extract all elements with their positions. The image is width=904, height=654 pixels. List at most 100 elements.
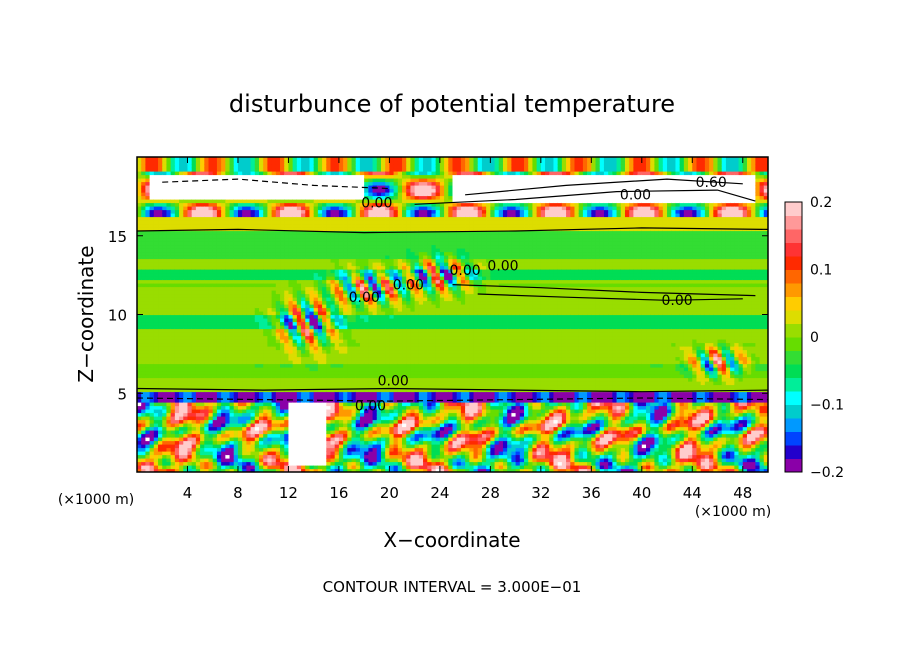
heatmap-cell [317, 185, 323, 190]
heatmap-cell [351, 164, 357, 169]
heatmap-cell [271, 349, 277, 354]
heatmap-cell [313, 321, 319, 326]
heatmap-cell [149, 461, 155, 466]
heatmap-cell [200, 451, 205, 456]
heatmap-cell [145, 167, 151, 172]
heatmap-cell [221, 405, 226, 410]
heatmap-cell [343, 458, 348, 463]
heatmap-cell [145, 283, 151, 288]
heatmap-cell [334, 384, 340, 389]
heatmap-cell [166, 318, 172, 323]
heatmap-cell [288, 265, 294, 270]
heatmap-cell [330, 433, 336, 438]
heatmap-cell [267, 402, 273, 407]
heatmap-cell [141, 241, 147, 246]
heatmap-cell [208, 398, 214, 403]
heatmap-cell [334, 272, 340, 277]
heatmap-cell [204, 384, 210, 389]
heatmap-cell [351, 335, 357, 340]
heatmap-cell [225, 437, 231, 442]
heatmap-cell [141, 437, 147, 442]
heatmap-cell [145, 458, 151, 463]
heatmap-cell [149, 286, 155, 291]
heatmap-cell [271, 213, 277, 218]
heatmap-cell [355, 223, 361, 228]
heatmap-cell [191, 384, 197, 389]
heatmap-cell [153, 444, 159, 449]
heatmap-cell [166, 157, 172, 162]
heatmap-cell [347, 335, 353, 340]
heatmap-cell [296, 342, 302, 347]
heatmap-cell [347, 220, 353, 225]
heatmap-cell [158, 465, 163, 470]
heatmap-cell [174, 423, 180, 428]
heatmap-cell [271, 174, 277, 179]
heatmap-cell [254, 202, 260, 207]
heatmap-cell [351, 465, 357, 470]
heatmap-cell [258, 220, 264, 225]
heatmap-cell [141, 353, 147, 358]
heatmap-cell [355, 258, 361, 263]
heatmap-cell [280, 430, 285, 435]
heatmap-cell [233, 283, 239, 288]
heatmap-cell [149, 381, 155, 386]
heatmap-cell [275, 328, 281, 333]
heatmap-cell [267, 465, 273, 470]
heatmap-cell [317, 164, 323, 169]
heatmap-cell [229, 458, 235, 463]
heatmap-cell [149, 370, 155, 375]
heatmap-cell [246, 188, 252, 193]
heatmap-cell [216, 314, 222, 319]
heatmap-cell [166, 360, 172, 365]
heatmap-cell [229, 171, 235, 176]
heatmap-cell [271, 206, 277, 211]
heatmap-cell [292, 440, 298, 445]
heatmap-cell [246, 304, 252, 309]
heatmap-cell [191, 304, 197, 309]
heatmap-cell [271, 332, 277, 337]
heatmap-cell [233, 405, 239, 410]
heatmap-cell [242, 440, 247, 445]
heatmap-cell [225, 216, 231, 221]
heatmap-cell [204, 356, 210, 361]
heatmap-cell [334, 223, 340, 228]
heatmap-cell [250, 220, 256, 225]
heatmap-cell [141, 339, 147, 344]
heatmap-cell [326, 370, 332, 375]
heatmap-cell [237, 321, 243, 326]
heatmap-cell [263, 304, 269, 309]
heatmap-cell [267, 318, 273, 323]
heatmap-cell [187, 181, 193, 186]
heatmap-cell [343, 395, 348, 400]
heatmap-cell [313, 447, 319, 452]
heatmap-cell [204, 237, 210, 242]
heatmap-cell [212, 332, 218, 337]
heatmap-cell [162, 454, 168, 459]
heatmap-cell [309, 468, 315, 472]
heatmap-cell [313, 416, 319, 421]
heatmap-cell [263, 405, 269, 410]
heatmap-cell [288, 416, 294, 421]
heatmap-cell [338, 346, 344, 351]
heatmap-cell [330, 251, 336, 256]
heatmap-cell [258, 262, 264, 267]
heatmap-cell [305, 195, 311, 200]
heatmap-cell [254, 332, 260, 337]
heatmap-cell [250, 248, 256, 253]
heatmap-cell [170, 178, 176, 183]
heatmap-cell [250, 297, 256, 302]
heatmap-cell [221, 321, 226, 326]
heatmap-cell [208, 171, 214, 176]
heatmap-cell [254, 451, 260, 456]
heatmap-cell [263, 307, 269, 312]
heatmap-cell [200, 405, 205, 410]
heatmap-cell [166, 426, 172, 431]
heatmap-cell [254, 293, 260, 298]
heatmap-cell [221, 188, 226, 193]
heatmap-cell [334, 216, 340, 221]
heatmap-cell [166, 335, 172, 340]
heatmap-cell [237, 251, 243, 256]
heatmap-cell [204, 269, 210, 274]
heatmap-cell [258, 430, 264, 435]
heatmap-cell [280, 283, 285, 288]
